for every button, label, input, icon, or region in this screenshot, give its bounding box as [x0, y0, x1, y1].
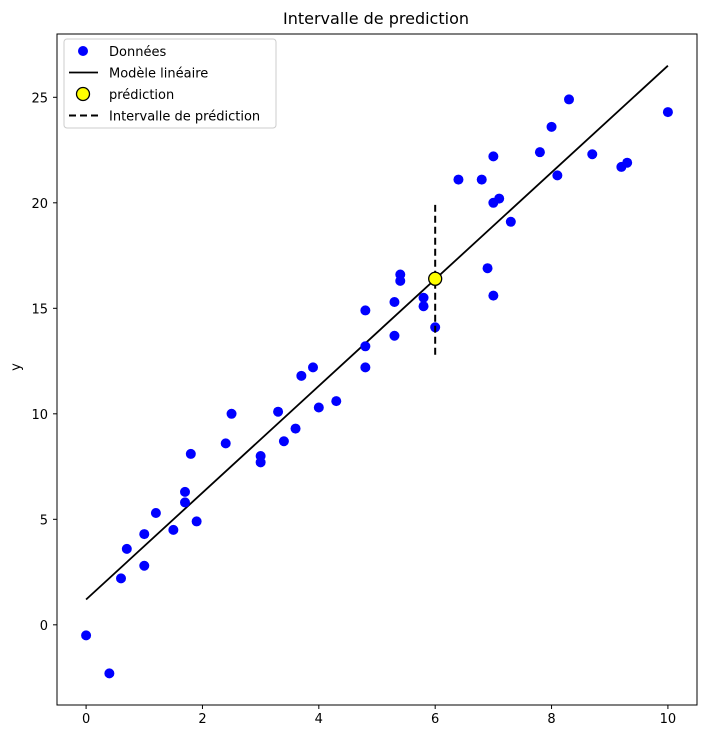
prediction-point	[428, 271, 443, 286]
data-point	[81, 630, 92, 641]
legend-marker-prediction	[75, 86, 91, 102]
data-point	[139, 529, 150, 540]
axes-frame	[56, 33, 698, 706]
data-point	[308, 362, 318, 373]
data-point	[104, 668, 115, 679]
x-tick-label: 2	[198, 712, 206, 727]
legend-label: Modèle linéaire	[109, 67, 208, 82]
chart-title: Intervalle de prediction	[283, 9, 469, 28]
legend-label: Données	[109, 45, 166, 60]
data-point	[121, 543, 132, 554]
data-point	[226, 408, 237, 419]
data-point	[587, 149, 598, 160]
data-point	[296, 370, 307, 381]
data-point	[185, 448, 196, 459]
data-point	[255, 457, 266, 468]
data-point	[453, 174, 464, 185]
y-tick-label: 25	[31, 91, 48, 106]
data-point	[360, 341, 371, 352]
legend-label: prédiction	[109, 88, 174, 103]
x-tick-label: 10	[660, 712, 677, 727]
y-tick-label: 10	[31, 408, 48, 423]
data-point	[360, 362, 371, 373]
data-point	[534, 147, 545, 158]
data-point	[476, 174, 487, 185]
x-tick-label: 6	[431, 712, 439, 727]
data-point	[389, 296, 400, 307]
data-point	[418, 301, 429, 312]
data-point	[180, 486, 190, 497]
legend-entry: prédiction	[75, 86, 174, 103]
data-point	[389, 330, 400, 341]
data-point	[622, 157, 633, 168]
data-point	[150, 507, 161, 518]
data-point	[564, 94, 574, 105]
y-tick-label: 20	[31, 197, 48, 212]
y-tick-label: 15	[31, 302, 48, 317]
legend-entry: Intervalle de prédiction	[69, 110, 260, 125]
data-point	[662, 107, 673, 118]
data-point	[331, 396, 342, 407]
data-point	[290, 423, 301, 434]
data-point	[278, 436, 289, 447]
data-point	[488, 290, 499, 301]
data-point	[191, 516, 202, 527]
data-point	[488, 151, 499, 162]
data-point	[360, 305, 371, 316]
data-point	[494, 193, 505, 204]
data-point	[552, 170, 563, 181]
x-tick-label: 8	[547, 712, 555, 727]
legend-entry: Modèle linéaire	[69, 67, 208, 82]
y-axis-label: y	[9, 363, 24, 371]
data-point	[220, 438, 231, 449]
data-point	[313, 402, 324, 413]
regression-line	[85, 64, 669, 601]
legend-entry: Données	[78, 45, 166, 60]
data-point	[139, 560, 150, 571]
data-point	[395, 275, 406, 286]
y-tick-label: 0	[40, 619, 48, 634]
legend-label: Intervalle de prédiction	[109, 110, 260, 125]
legend-box	[63, 38, 277, 129]
x-tick-label: 0	[82, 712, 90, 727]
y-tick-label: 5	[40, 513, 48, 528]
data-point	[168, 524, 179, 535]
data-point	[116, 573, 126, 584]
legend: Données Modèle linéaire prédiction Interval…	[63, 38, 277, 129]
data-point	[546, 121, 557, 132]
plot-area: 0 2 4 6 8 10 0 5 10 15 20 25	[31, 33, 698, 727]
data-point	[180, 497, 190, 508]
data-point	[505, 216, 516, 227]
data-point	[273, 406, 284, 417]
x-tick-label: 4	[315, 712, 323, 727]
data-point	[482, 263, 493, 274]
data-point	[418, 292, 429, 303]
legend-marker-data	[78, 46, 88, 56]
